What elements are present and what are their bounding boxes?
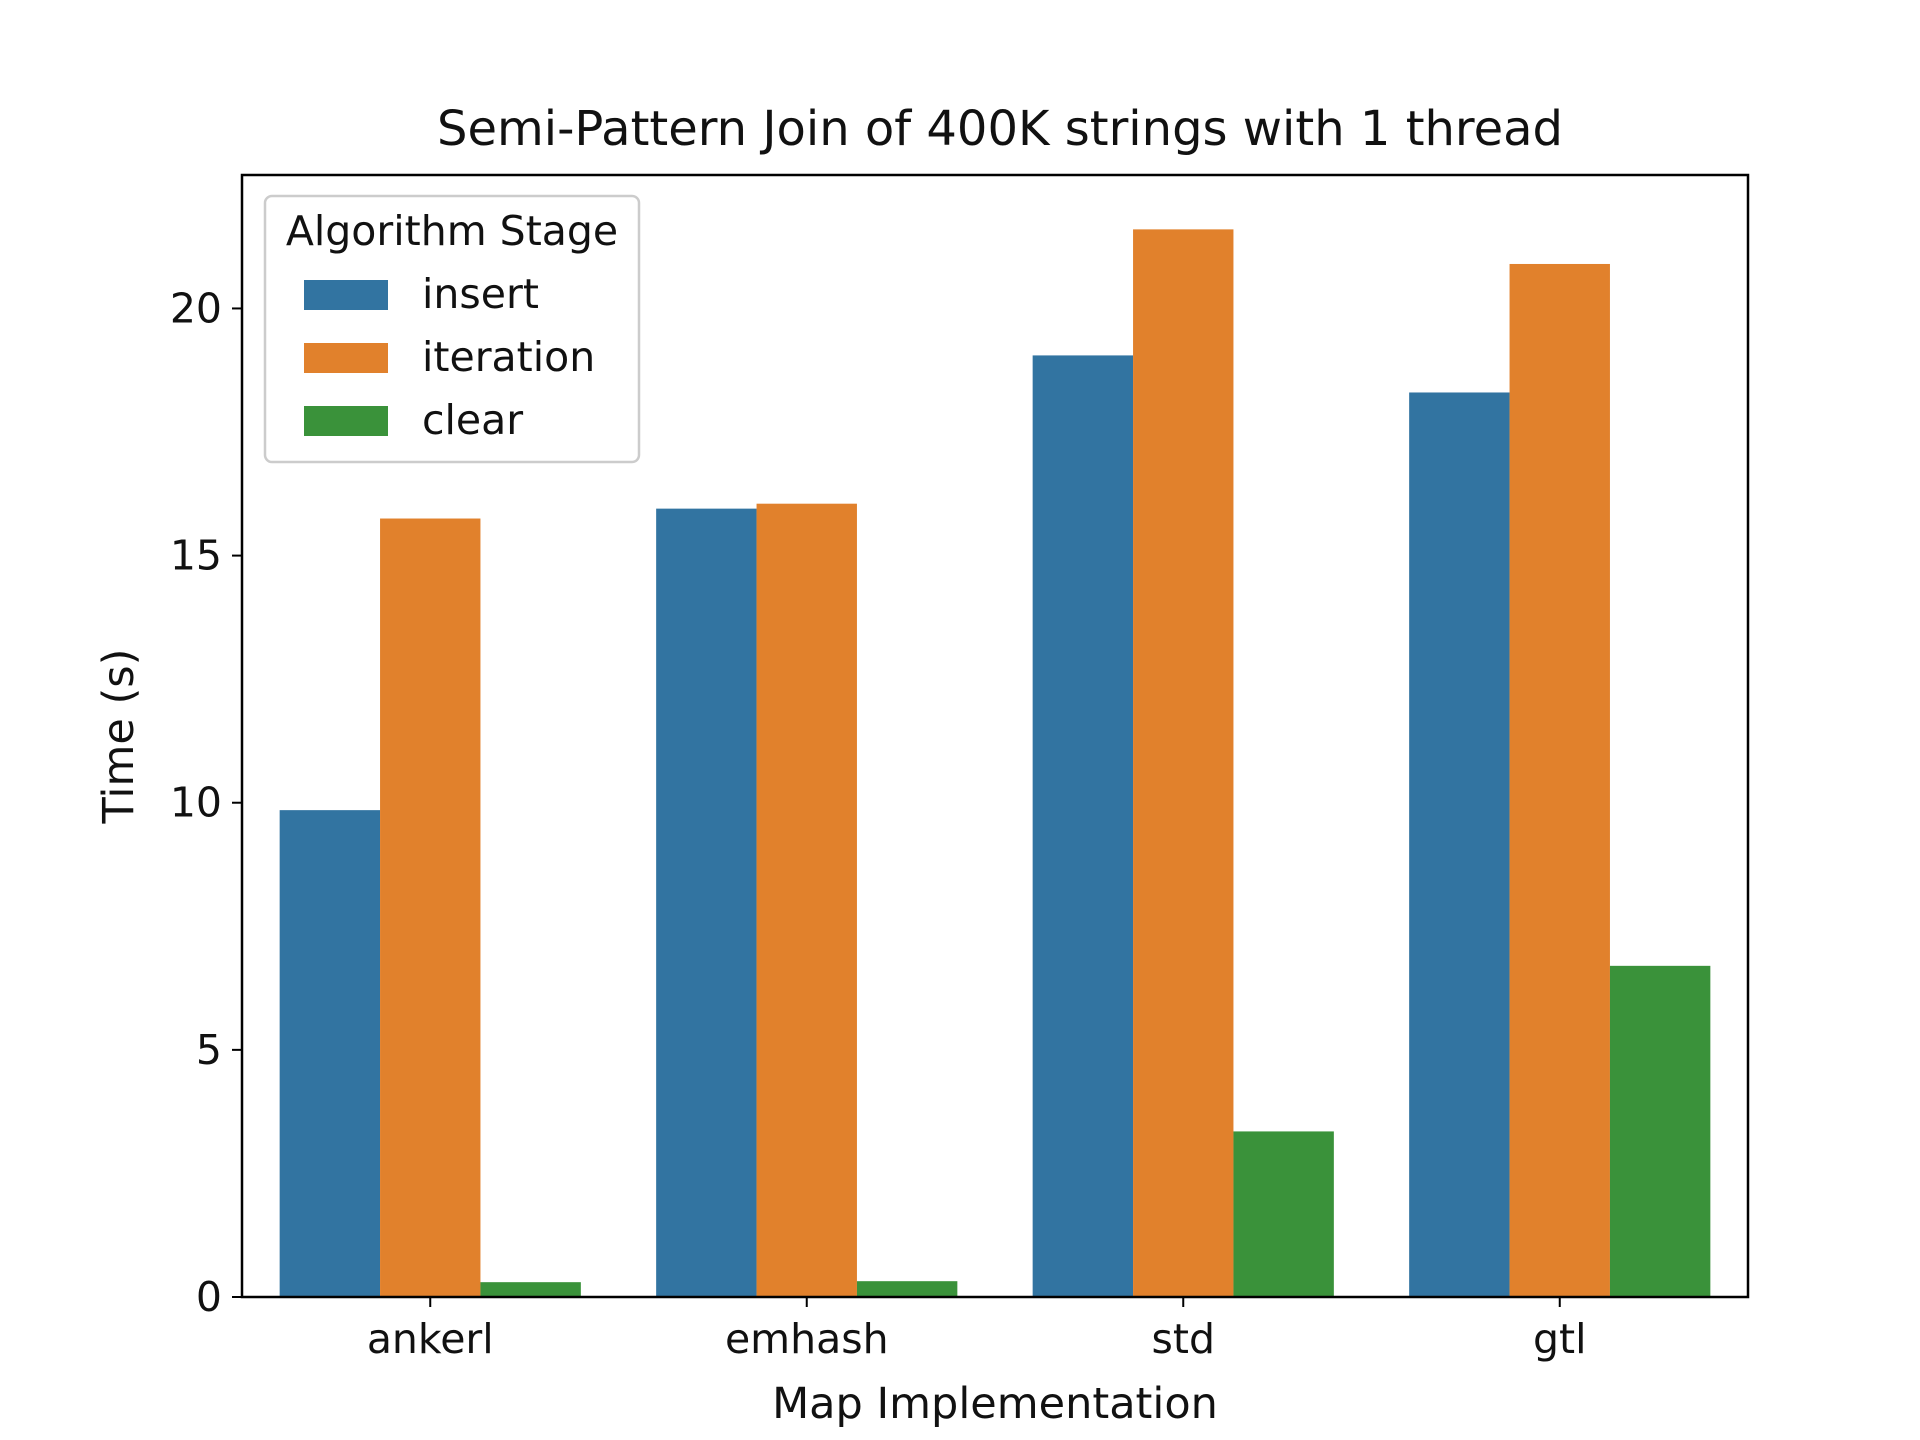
y-axis: 0 5 10 15 20 — [170, 284, 242, 1321]
y-tick-label: 20 — [170, 284, 222, 332]
legend-swatch-insert — [304, 280, 388, 310]
legend-entries: insert iteration clear — [304, 270, 595, 444]
bar-clear-emhash — [856, 1281, 958, 1297]
x-tick-label-gtl: gtl — [1533, 1315, 1587, 1363]
y-tick-label: 0 — [196, 1273, 222, 1321]
legend-label-iteration: iteration — [422, 333, 595, 381]
legend-swatch-iteration — [304, 343, 388, 373]
bar-insert-ankerl — [279, 810, 381, 1297]
y-tick-label: 15 — [170, 532, 222, 580]
legend-title: Algorithm Stage — [286, 207, 618, 255]
x-tick-label-std: std — [1152, 1315, 1215, 1363]
bar-insert-emhash — [656, 508, 757, 1297]
y-axis-label: Time (s) — [94, 649, 144, 825]
x-tick-label-ankerl: ankerl — [367, 1315, 494, 1363]
bar-insert-std — [1032, 355, 1134, 1298]
bar-iteration-std — [1133, 229, 1234, 1298]
bar-iteration-ankerl — [380, 518, 481, 1297]
legend-swatch-clear — [304, 406, 388, 436]
x-axis-label: Map Implementation — [772, 1379, 1218, 1429]
y-tick-label: 5 — [196, 1026, 222, 1074]
legend-label-insert: insert — [422, 270, 539, 318]
bar-insert-gtl — [1409, 392, 1510, 1297]
bar-clear-std — [1233, 1131, 1334, 1297]
bar-iteration-gtl — [1509, 263, 1610, 1297]
x-axis: ankerl emhash std gtl — [367, 1297, 1587, 1363]
bar-iteration-emhash — [756, 503, 857, 1297]
x-tick-label-emhash: emhash — [725, 1315, 889, 1363]
bar-clear-gtl — [1609, 965, 1711, 1297]
legend-label-clear: clear — [422, 396, 523, 444]
bars-layer — [279, 229, 1711, 1298]
legend: Algorithm Stage insert iteration clear — [263, 194, 641, 464]
legend-frame — [263, 194, 641, 464]
bar-clear-ankerl — [480, 1282, 581, 1297]
chart-title: Semi-Pattern Join of 400K strings with 1… — [437, 101, 1563, 157]
y-tick-label: 10 — [170, 779, 222, 827]
plot-frame — [240, 173, 1750, 1299]
